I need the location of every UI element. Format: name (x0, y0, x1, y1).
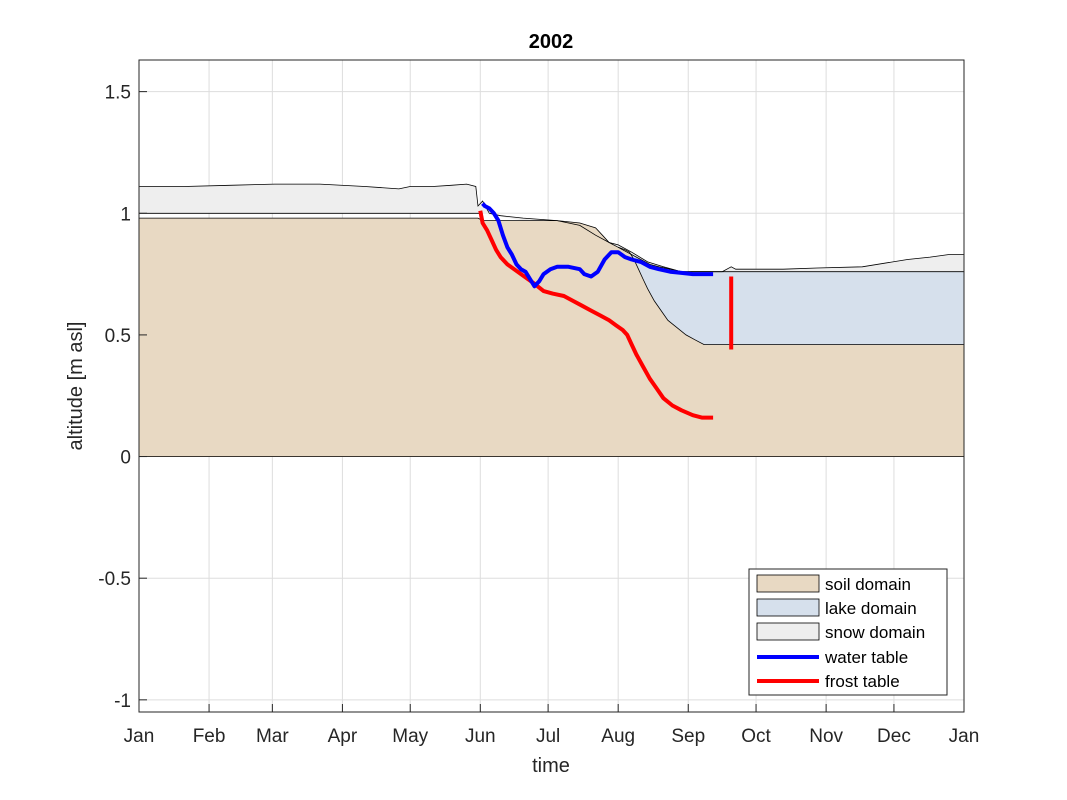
legend-label-lake: lake domain (825, 599, 917, 618)
snow-top-outline (139, 183, 964, 273)
legend-label-soil: soil domain (825, 575, 911, 594)
snow-domain-area (139, 184, 964, 272)
x-tick-label: Apr (328, 726, 358, 747)
x-tick-label: Mar (256, 726, 289, 747)
x-tick-label: Aug (601, 726, 635, 747)
soil-domain-area (139, 218, 964, 457)
x-tick-label: Jun (465, 726, 496, 747)
plot-frame (138, 59, 965, 713)
x-tick-label: May (392, 726, 428, 747)
y-tick-label: -0.5 (98, 569, 131, 590)
x-axis-ticks: Jan Feb Mar Apr May Jun Jul Aug Sep Oct Nov Dec Jan (124, 704, 980, 747)
lake-top-outline (618, 246, 964, 273)
x-tick-label: Sep (671, 726, 705, 747)
x-tick-label: Feb (193, 726, 226, 747)
water-table-line (481, 202, 714, 289)
legend-swatch-soil (756, 574, 820, 593)
y-tick-label: -1 (114, 691, 131, 712)
y-axis-label: altitude [m asl] (65, 322, 87, 451)
legend-label-snow: snow domain (825, 623, 925, 642)
table-lines (478, 202, 734, 420)
y-tick-label: 0 (120, 448, 131, 469)
x-tick-label: Oct (741, 726, 771, 747)
legend: soil domain lake domain snow domain wate… (748, 568, 948, 696)
x-axis-label: time (532, 755, 570, 777)
domain-areas (139, 183, 964, 458)
x-tick-label: Dec (877, 726, 911, 747)
legend-swatch-lake (756, 598, 820, 617)
x-tick-label: Jan (124, 726, 155, 747)
y-tick-label: 1.5 (105, 83, 131, 104)
chart-title: 2002 (529, 31, 574, 53)
x-tick-label: Jul (536, 726, 560, 747)
y-tick-label: 0.5 (105, 326, 131, 347)
frost-table-line (478, 210, 714, 420)
y-tick-label: 1 (120, 204, 131, 225)
x-tick-label: Nov (809, 726, 843, 747)
lake-domain-area (618, 247, 964, 345)
legend-label-frost-table: frost table (825, 672, 900, 691)
y-axis-ticks: -1 -0.5 0 0.5 1 1.5 (98, 83, 147, 712)
x-tick-label: Jan (949, 726, 980, 747)
legend-swatch-snow (756, 622, 820, 641)
legend-label-water-table: water table (824, 648, 908, 667)
